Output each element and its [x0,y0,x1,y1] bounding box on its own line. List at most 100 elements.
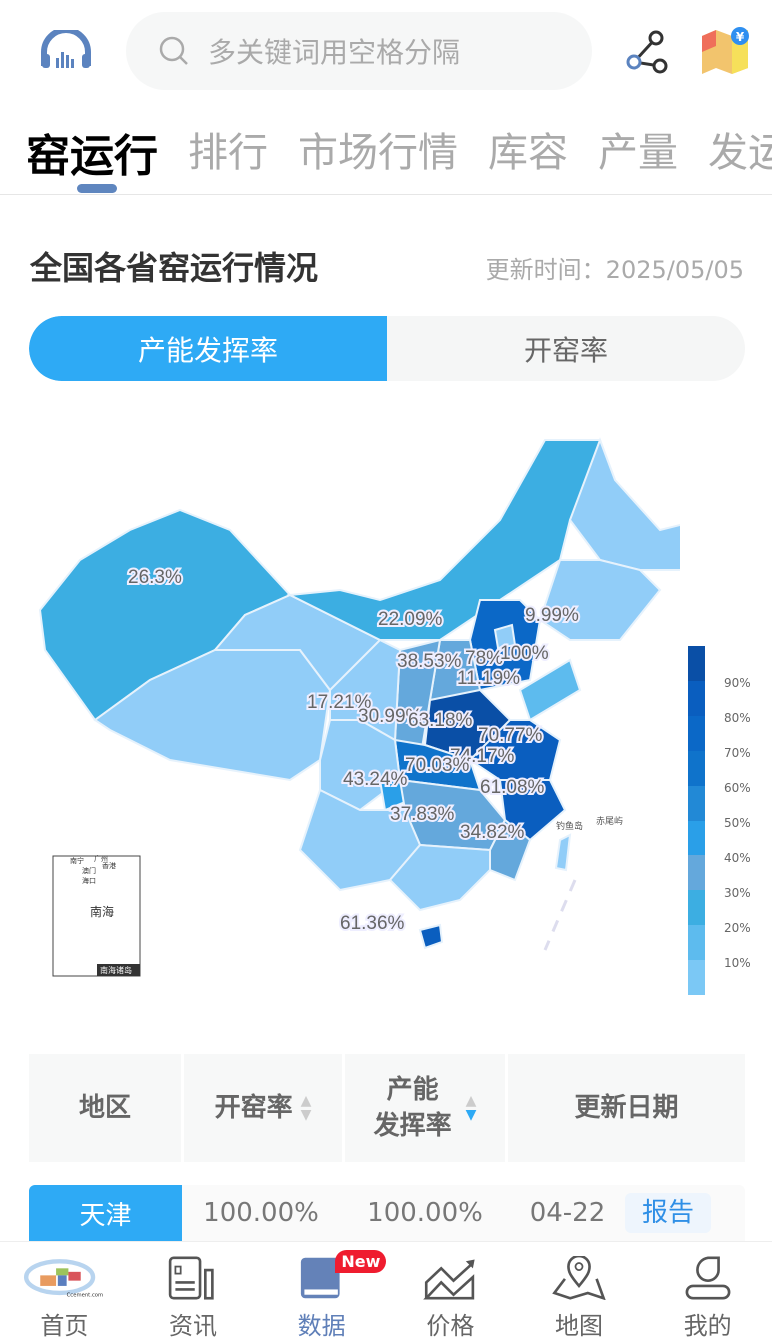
region-taiwan [554,833,572,872]
ccement-logo-icon: Ccement.com [24,1259,104,1298]
svg-text:南宁: 南宁 [70,856,84,865]
map-value-label: 43.24% [343,769,408,790]
map-value-label: 70.03% [405,755,470,776]
legend-swatch [688,925,705,961]
svg-text:香港: 香港 [102,861,116,870]
svg-text:¥: ¥ [736,30,745,44]
legend-label: 50% [724,816,751,830]
svg-text:Ccement.com: Ccement.com [67,1292,104,1298]
china-map: 钓鱼岛 赤尾屿 南海 南宁 广州 香港 澳门 海口 南海诸岛 26.3% 22.0… [38,437,680,977]
legend-swatch [688,750,705,786]
map-value-label: 11.19% [457,668,520,689]
map-value-label: 61.36% [340,913,405,934]
svg-text:广州: 广州 [94,854,108,863]
legend-swatch [688,855,705,891]
region-guangxi-guangdong [388,843,491,912]
row-date: 04-22 [529,1198,606,1228]
region-beijing [493,623,517,650]
legend-swatch [688,820,705,856]
update-time: 更新时间：2025/05/05 [485,256,744,284]
search-icon [159,36,188,65]
map-pin-icon [552,1256,606,1300]
row-capacity-rate: 100.00% [367,1198,483,1228]
map-value-label: 22.09% [378,609,443,630]
region-shandong [518,658,582,722]
divider [0,194,772,195]
map-value-label: 70.77% [478,725,543,746]
region-hainan [418,923,444,950]
category-tabs: 窑运行 排行 市场行情 库容 产量 发运 [26,120,772,184]
map-value-label: 9.99% [525,605,579,626]
legend-label: 80% [724,711,751,725]
legend-swatch [688,715,705,751]
legend-swatch [688,680,705,716]
col-capacity-rate[interactable]: 产能 发挥率 ▲ ▼ [345,1054,505,1162]
legend-swatch [688,785,705,821]
region-yunnan-guizhou [298,788,422,892]
active-tab-indicator [77,184,117,193]
map-value-label: 37.83% [390,804,455,825]
search-placeholder: 多关键词用空格分隔 [208,36,461,69]
tab-ranking[interactable]: 排行 [188,130,268,176]
sort-icon[interactable]: ▲ ▼ [300,1093,312,1123]
share-icon[interactable] [622,28,672,74]
tab-market[interactable]: 市场行情 [298,130,458,176]
toggle-capacity-rate[interactable]: 产能发挥率 [29,316,387,381]
legend-swatch [688,646,705,681]
tab-output[interactable]: 产量 [598,130,678,176]
headphones-icon[interactable] [40,30,92,70]
legend-swatch [688,960,705,996]
map-value-label: 63.18% [408,710,473,731]
map-value-label: 78% [465,648,503,669]
newspaper-icon [168,1256,214,1300]
search-input[interactable]: 多关键词用空格分隔 [126,12,592,90]
table-row[interactable]: 天津 100.00% 100.00% 04-22 报告 [29,1185,745,1241]
legend-label: 30% [724,886,751,900]
book-icon [300,1257,340,1299]
trend-chart-icon [423,1259,475,1300]
sort-icon[interactable]: ▲ ▼ [465,1093,477,1123]
map-value-label: 34.82% [460,822,525,843]
chiwei-label: 赤尾屿 [596,816,623,827]
legend-label: 10% [724,956,751,970]
inset-title: 南海诸岛 [100,965,132,975]
tab-inventory[interactable]: 库容 [488,130,568,176]
nav-profile[interactable]: 我的 [643,1242,772,1341]
nav-map[interactable]: 地图 [515,1242,644,1341]
region-zhejiang [498,779,567,842]
toggle-kiln-rate[interactable]: 开窑率 [523,333,608,367]
row-kiln-rate: 100.00% [203,1198,319,1228]
nav-home[interactable]: Ccement.com 首页 [0,1242,129,1341]
map-value-label: 100% [500,643,549,664]
legend-label: 60% [724,781,751,795]
tab-kiln-operation[interactable]: 窑运行 [26,131,158,182]
col-kiln-rate[interactable]: 开窑率 ▲ ▼ [184,1054,342,1162]
tab-shipping[interactable]: 发运 [708,130,772,176]
region-jilin-liaoning [538,559,662,641]
metric-toggle: 产能发挥率 开窑率 [29,316,745,381]
map-value-label: 38.53% [397,651,462,672]
svg-text:海口: 海口 [82,876,96,885]
region-fujian [489,818,532,882]
col-update-date: 更新日期 [508,1054,745,1162]
row-region: 天津 [29,1185,182,1241]
legend-label: 20% [724,921,751,935]
nav-price[interactable]: 价格 [386,1242,515,1341]
nav-news[interactable]: 资讯 [129,1242,258,1341]
report-button[interactable]: 报告 [625,1193,711,1233]
south-sea-label: 南海 [90,904,114,919]
map-value-label: 17.21% [307,692,372,713]
map-price-icon[interactable]: ¥ [700,26,750,74]
legend-color-scale [688,646,705,996]
legend-label: 90% [724,676,751,690]
new-badge: New [335,1250,387,1273]
legend-label: 70% [724,746,751,760]
map-value-label: 30.99% [358,706,423,727]
section-title: 全国各省窑运行情况 [30,249,319,287]
legend-swatch [688,890,705,926]
map-value-label: 26.3% [128,567,182,588]
diaoyu-label: 钓鱼岛 [556,820,583,832]
nav-data[interactable]: New 数据 [257,1242,387,1341]
map-value-label: 61.08% [480,777,545,798]
svg-text:澳门: 澳门 [82,866,96,875]
